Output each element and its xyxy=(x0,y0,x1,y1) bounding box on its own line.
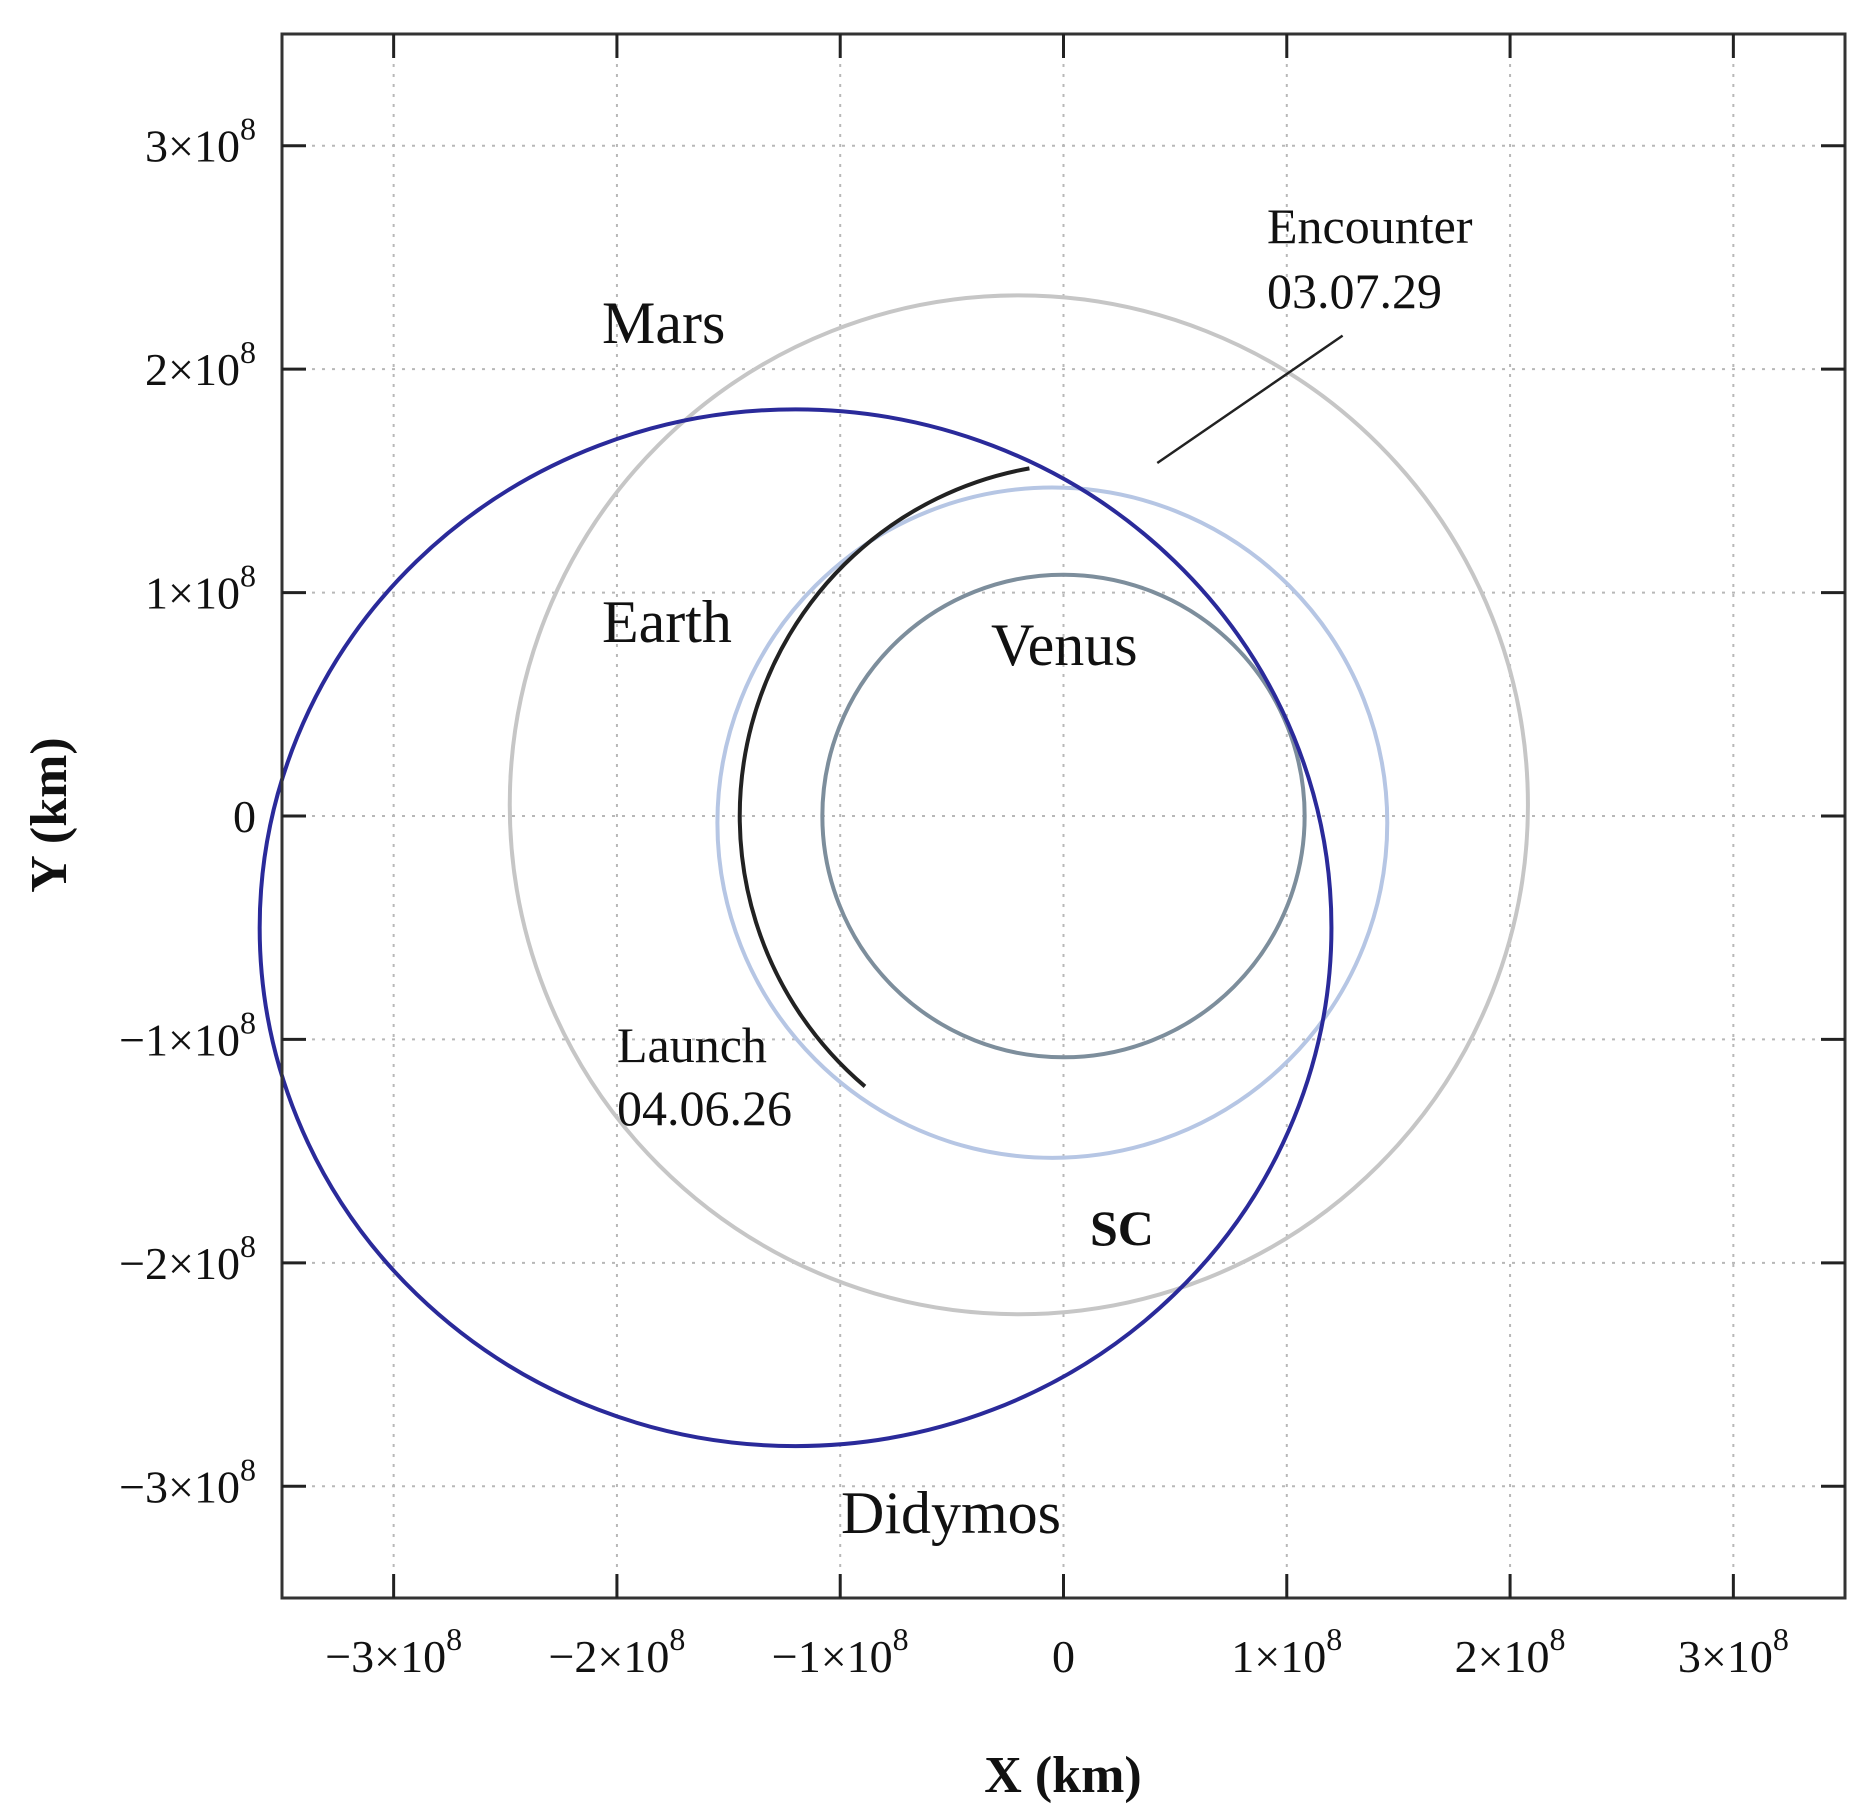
sc-trajectory xyxy=(737,466,1030,1088)
encounter-label: Encounter xyxy=(1267,198,1473,254)
tick-layer: −3×108 −3×108 −2×108 −2×108 −1×108 −1×108 0 0 1×… xyxy=(119,34,1845,1682)
grid-layer xyxy=(282,34,1845,1598)
x-tick-label: 3×108 xyxy=(1678,1621,1789,1682)
encounter-date-label: 03.07.29 xyxy=(1267,263,1442,319)
x-tick-label: 1×108 xyxy=(1231,1621,1342,1682)
orbit-layer xyxy=(257,293,1530,1449)
x-tick-label: −2×108 xyxy=(548,1621,685,1682)
mars-label: Mars xyxy=(602,290,725,356)
sc-label: SC xyxy=(1090,1200,1154,1256)
earth-label: Earth xyxy=(602,589,732,655)
venus-label: Venus xyxy=(991,612,1138,678)
x-tick-label: −3×108 xyxy=(325,1621,462,1682)
y-axis-title: Y (km) xyxy=(21,737,78,893)
y-tick-label: 0 xyxy=(233,791,256,842)
venus-orbit xyxy=(820,572,1307,1060)
didymos-orbit xyxy=(257,407,1334,1449)
launch-label: Launch xyxy=(617,1017,767,1073)
y-tick-label: 2×108 xyxy=(145,334,256,395)
y-tick-label: −3×108 xyxy=(119,1451,256,1512)
x-tick-label: 2×108 xyxy=(1455,1621,1566,1682)
y-tick-label: 3×108 xyxy=(145,111,256,172)
x-axis-title: X (km) xyxy=(984,1747,1141,1804)
earth-orbit xyxy=(715,485,1390,1160)
y-tick-label: 1×108 xyxy=(145,558,256,619)
encounter-leader-line xyxy=(1156,334,1344,465)
launch-date-label: 04.06.26 xyxy=(617,1080,792,1136)
didymos-label: Didymos xyxy=(841,1480,1061,1546)
x-tick-label: 0 xyxy=(1052,1631,1075,1682)
mars-orbit xyxy=(507,293,1530,1317)
x-tick-label: −1×108 xyxy=(772,1621,909,1682)
y-tick-label: −1×108 xyxy=(119,1004,256,1065)
y-tick-label: −2×108 xyxy=(119,1228,256,1289)
